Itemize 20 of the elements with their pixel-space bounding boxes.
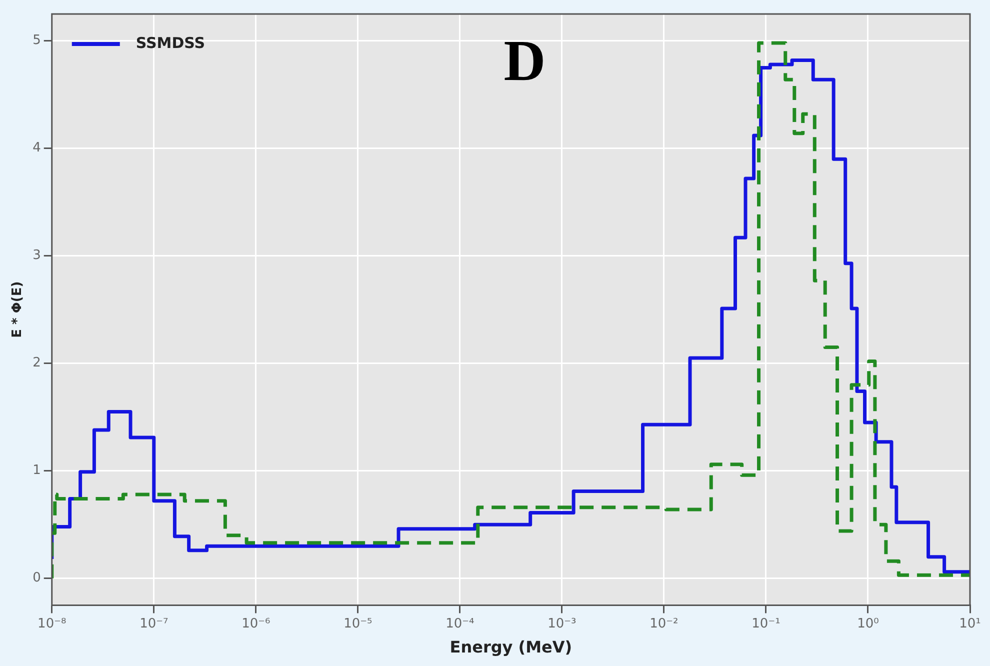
x-axis-title: Energy (MeV) — [450, 638, 572, 657]
y-tick-label: 2 — [32, 356, 41, 371]
x-tick-label: 10⁻¹ — [752, 616, 780, 632]
y-axis-title: E * Φ(E) — [10, 281, 26, 338]
y-tick-label: 5 — [32, 33, 41, 48]
x-tick-label: 10⁻⁵ — [344, 616, 372, 632]
y-tick-label: 3 — [32, 248, 41, 264]
y-tick-label: 4 — [32, 140, 41, 156]
x-tick-label: 10⁻³ — [548, 616, 576, 632]
x-tick-label: 10⁰ — [857, 616, 879, 632]
annotation: D — [504, 28, 546, 93]
x-tick-label: 10⁻⁶ — [242, 616, 270, 632]
y-tick-label: 1 — [32, 463, 41, 478]
x-tick-label: 10⁻⁸ — [38, 616, 66, 632]
legend-label: SSMDSS — [136, 34, 206, 52]
x-tick-label: 10⁻⁴ — [446, 616, 474, 632]
x-tick-label: 10¹ — [959, 616, 981, 632]
y-tick-label: 0 — [32, 570, 41, 586]
x-tick-label: 10⁻² — [650, 616, 678, 632]
x-tick-label: 10⁻⁷ — [140, 616, 168, 632]
